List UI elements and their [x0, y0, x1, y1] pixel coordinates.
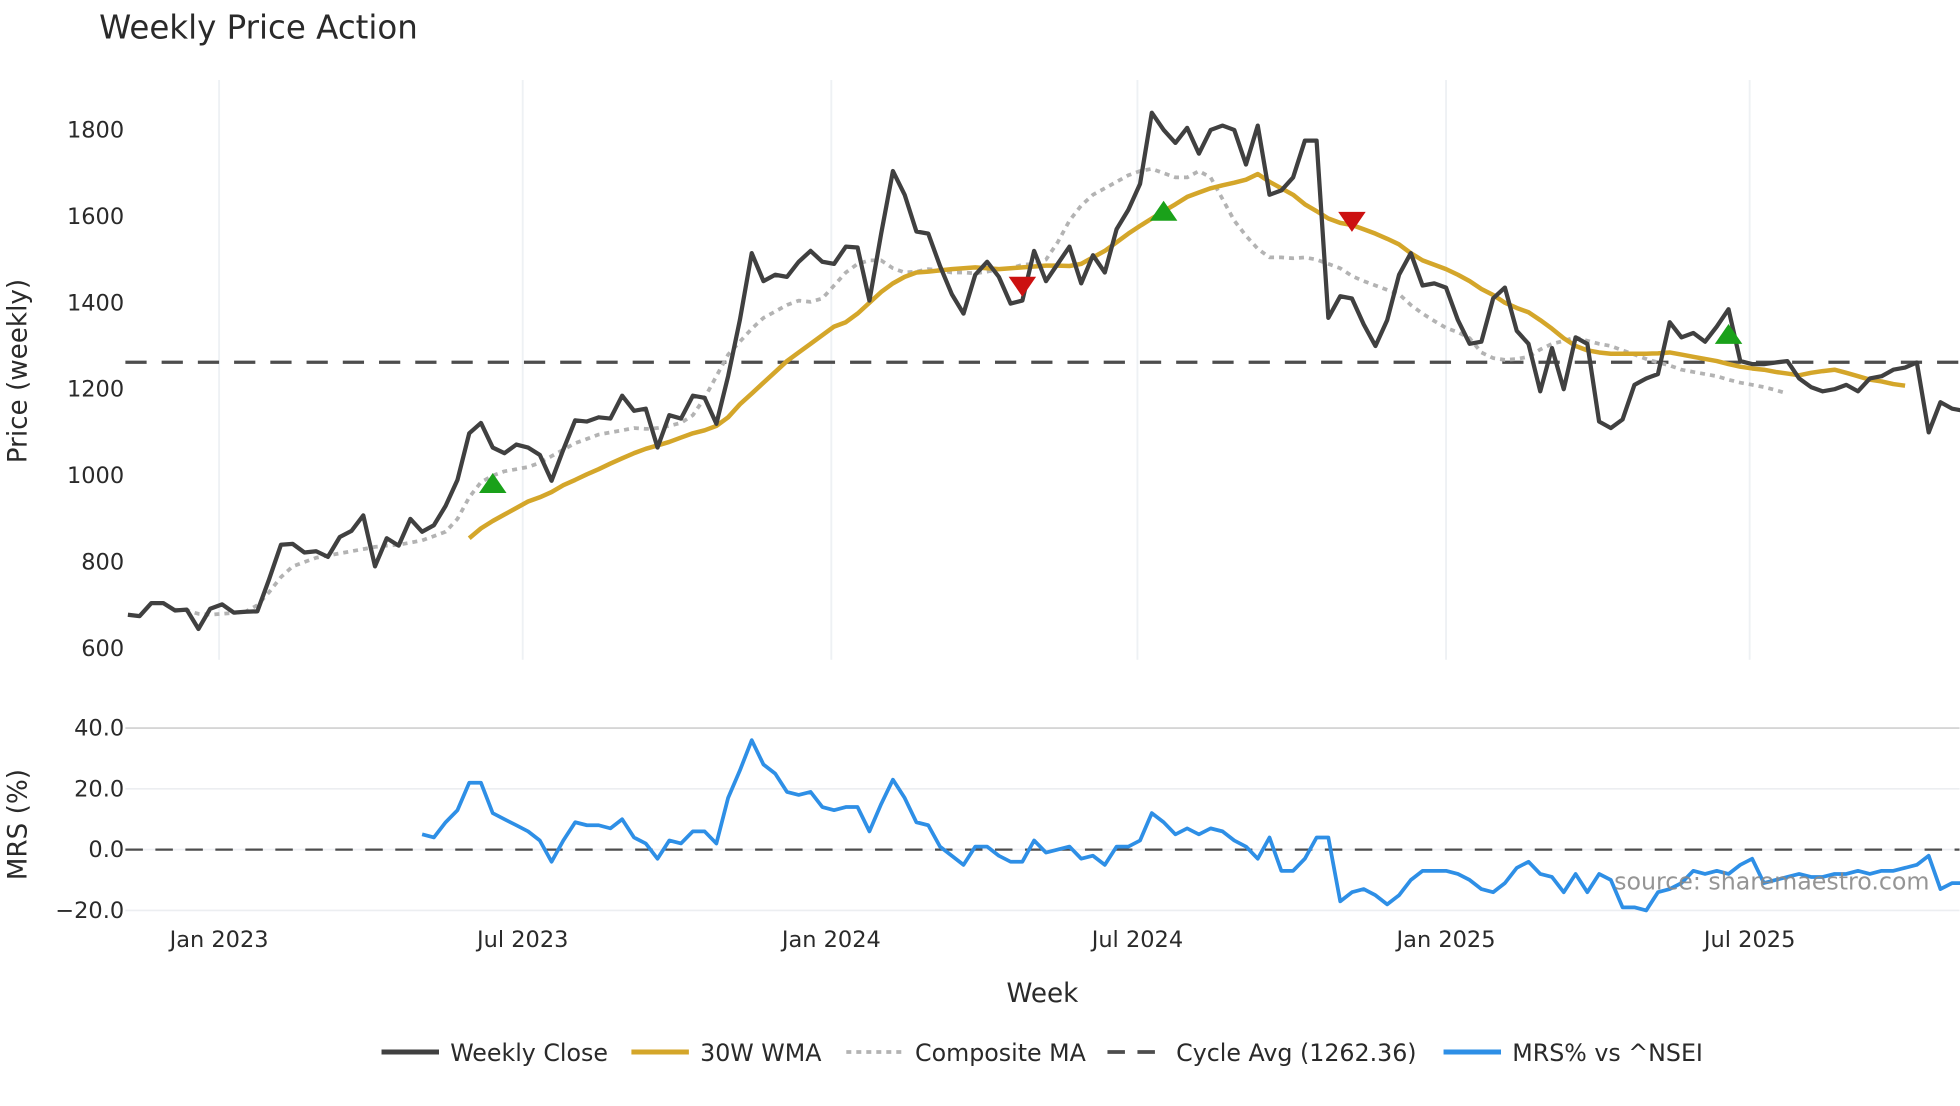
mrs-tick-label: −20.0: [55, 898, 124, 924]
mrs-axis-title: MRS (%): [4, 769, 34, 880]
legend-label: Weekly Close: [450, 1039, 608, 1067]
sell-signal-triangle-down-icon: [1008, 276, 1037, 297]
legend-label: Cycle Avg (1262.36): [1176, 1039, 1416, 1067]
legend-label: Composite MA: [915, 1039, 1087, 1067]
price-tick-label: 1800: [67, 117, 124, 143]
gridlines: [125, 79, 1960, 912]
price-tick-label: 1200: [67, 377, 124, 403]
weekly-close-line: [127, 110, 1960, 632]
mrs-tick-label: 40.0: [74, 715, 124, 741]
legend-label: MRS% vs ^NSEI: [1512, 1039, 1703, 1067]
price-y-axis: 600 800 1000 1200 1400 1600 1800: [67, 117, 124, 662]
price-tick-label: 1400: [67, 290, 124, 316]
buy-signal-triangle-up-icon: [1714, 323, 1743, 344]
mrs-series: [421, 738, 1960, 913]
mrs-tick-label: 20.0: [74, 776, 124, 802]
price-tick-label: 800: [81, 550, 124, 576]
price-series: [125, 110, 1960, 851]
30w-wma-line: [467, 171, 1906, 540]
price-axis-title: Price (weekly): [4, 279, 34, 463]
x-tick-label: Jan 2025: [1395, 927, 1496, 953]
price-tick-label: 1000: [67, 463, 124, 489]
composite-ma-line: [174, 166, 1788, 617]
buy-signal-triangle-up-icon: [1149, 200, 1178, 221]
x-tick-label: Jan 2023: [168, 927, 269, 953]
mrs-tick-label: 0.0: [88, 837, 124, 863]
price-tick-label: 600: [81, 636, 124, 662]
sell-signal-triangle-down-icon: [1338, 211, 1366, 232]
x-tick-label: Jul 2024: [1090, 927, 1183, 953]
x-tick-label: Jan 2024: [780, 927, 881, 953]
mrs-y-axis: −20.0 0.0 20.0 40.0: [55, 715, 124, 923]
price-tick-label: 1600: [67, 204, 124, 230]
signal-markers: [479, 200, 1743, 494]
legend-label: 30W WMA: [700, 1039, 822, 1067]
watermark: source: sharemaestro.com: [1614, 868, 1929, 896]
buy-signal-triangle-up-icon: [479, 473, 507, 494]
legend: Weekly Close 30W WMA Composite MA Cycle Avg…: [381, 1039, 1703, 1067]
mrs-line: [421, 738, 1960, 913]
chart-title: Weekly Price Action: [99, 9, 418, 47]
x-tick-label: Jul 2025: [1702, 927, 1795, 953]
x-axis-title: Week: [1007, 979, 1080, 1009]
x-axis: Jan 2023 Jul 2023 Jan 2024 Jul 2024 Jan 2025…: [168, 927, 1796, 953]
x-tick-label: Jul 2023: [475, 927, 568, 953]
